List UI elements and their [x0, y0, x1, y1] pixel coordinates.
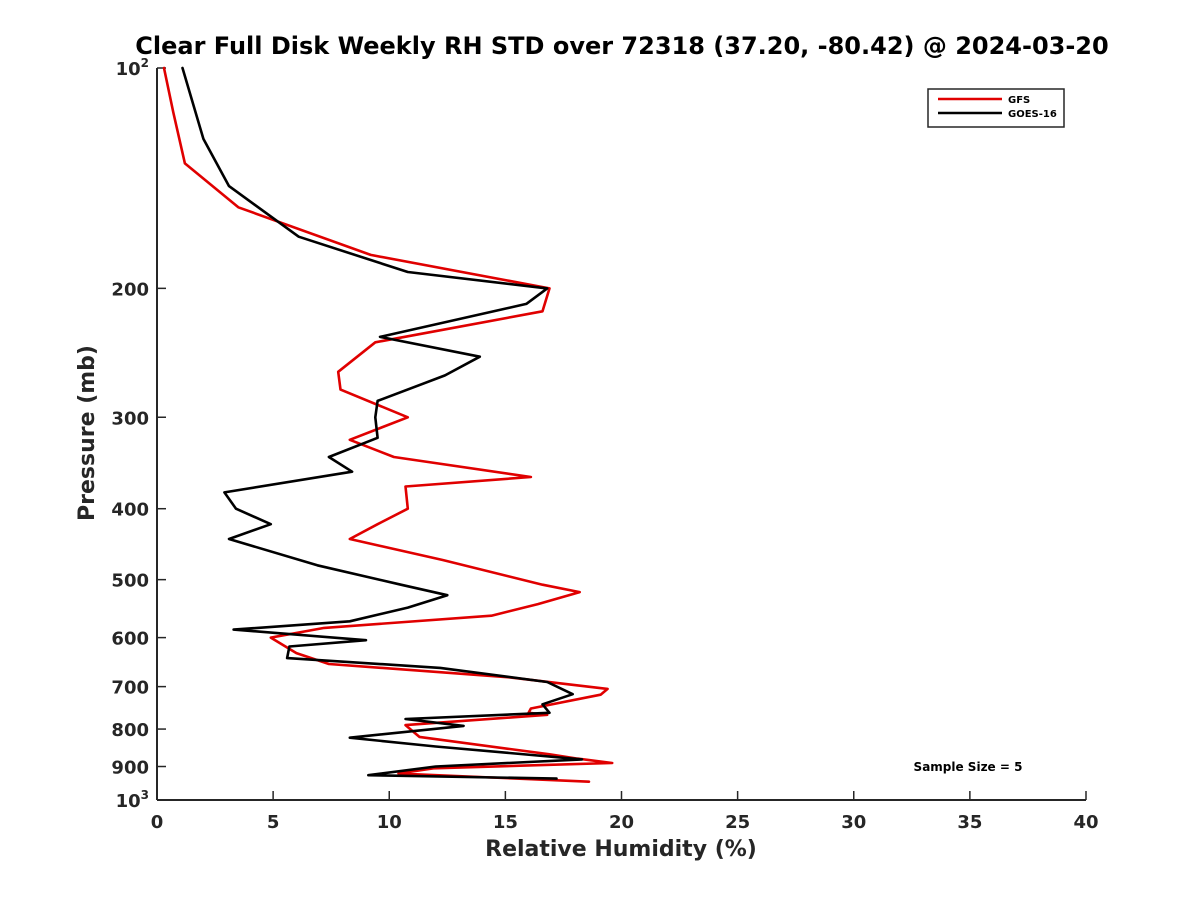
plot-series [162, 66, 614, 784]
x-tick-label: 40 [1073, 812, 1098, 833]
y-tick-label: 300 [111, 408, 149, 429]
chart-title: Clear Full Disk Weekly RH STD over 72318… [135, 32, 1108, 60]
x-axis-label: Relative Humidity (%) [485, 837, 757, 862]
legend-label-goes-16: GOES-16 [1008, 109, 1057, 120]
x-tick-label: 25 [725, 812, 750, 833]
y-tick-label: 500 [111, 571, 149, 592]
x-tick-label: 0 [151, 812, 164, 833]
x-tick-label: 5 [267, 812, 280, 833]
legend: GFS GOES-16 [927, 88, 1065, 128]
plot-axes: 0 5 10 15 20 25 30 35 40 102 200 300 400 500 600 700 800… [111, 56, 1098, 833]
sample-size-annotation: Sample Size = 5 [914, 760, 1023, 774]
y-tick-label: 800 [111, 720, 149, 741]
legend-box [927, 88, 1065, 128]
y-axis-label: Pressure (mb) [75, 345, 100, 521]
series-line-goes-16 [181, 66, 584, 780]
y-tick-label: 200 [111, 279, 149, 300]
x-tick-label: 20 [609, 812, 634, 833]
y-tick-label: 900 [111, 758, 149, 779]
x-tick-label: 15 [493, 812, 518, 833]
series-line-gfs [162, 66, 614, 784]
y-tick-label: 400 [111, 500, 149, 521]
y-tick-label: 700 [111, 678, 149, 699]
y-tick-label: 103 [116, 788, 149, 812]
x-tick-label: 35 [957, 812, 982, 833]
x-tick-label: 10 [377, 812, 402, 833]
legend-label-gfs: GFS [1008, 95, 1030, 106]
y-tick-label: 600 [111, 629, 149, 650]
y-tick-label: 102 [116, 56, 149, 80]
x-tick-label: 30 [841, 812, 866, 833]
